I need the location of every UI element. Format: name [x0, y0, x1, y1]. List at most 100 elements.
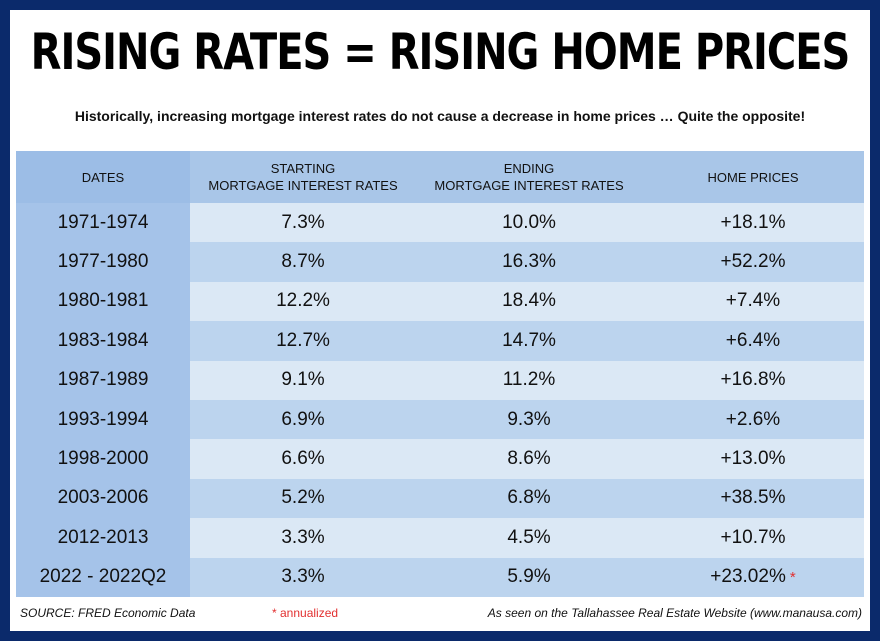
- page-title: RISING RATES = RISING HOME PRICES: [30, 24, 851, 82]
- header-home-prices-label: HOME PRICES: [707, 169, 799, 185]
- starting-rate-cell: 9.1%: [190, 361, 416, 400]
- home-price-cell: +16.8%: [642, 361, 864, 400]
- starting-rate-cell-value: 7.3%: [281, 211, 325, 233]
- table-row: 1971-1974 7.3% 10.0% +18.1%: [16, 203, 864, 243]
- ending-rate-cell: 11.2%: [416, 361, 642, 400]
- home-price-cell-value: +7.4%: [725, 290, 781, 312]
- rates-table: DATES STARTING MORTGAGE INTEREST RATES E…: [16, 151, 864, 597]
- ending-rate-cell: 8.6%: [416, 439, 642, 478]
- ending-rate-cell-value: 9.3%: [507, 408, 551, 430]
- dates-cell-value: 2012-2013: [57, 526, 149, 548]
- ending-rate-cell: 9.3%: [416, 400, 642, 439]
- ending-rate-cell-value: 18.4%: [502, 290, 556, 312]
- ending-rate-cell-value: 10.0%: [502, 211, 556, 233]
- home-price-cell-value: +6.4%: [725, 329, 781, 351]
- home-price-cell-value: +18.1%: [720, 211, 786, 233]
- starting-rate-cell: 5.2%: [190, 479, 416, 518]
- table-row: 1977-1980 8.7% 16.3% +52.2%: [16, 242, 864, 282]
- ending-rate-cell-value: 5.9%: [507, 566, 551, 588]
- footer-site: As seen on the Tallahassee Real Estate W…: [487, 606, 862, 620]
- ending-rate-cell: 10.0%: [416, 203, 642, 242]
- ending-rate-cell-value: 14.7%: [502, 329, 556, 351]
- starting-rate-cell-value: 3.3%: [281, 566, 325, 588]
- ending-rate-cell: 16.3%: [416, 242, 642, 281]
- header-ending-label: ENDING: [503, 161, 555, 176]
- table-row: 2012-2013 3.3% 4.5% +10.7%: [16, 518, 864, 558]
- footer-note: * annualized: [272, 606, 339, 620]
- header-starting: STARTING MORTGAGE INTEREST RATES: [190, 151, 416, 203]
- home-price-cell-value: +16.8%: [720, 369, 786, 391]
- header-home-prices: HOME PRICES: [642, 151, 864, 203]
- home-price-cell: +18.1%: [642, 203, 864, 242]
- starting-rate-cell: 6.6%: [190, 439, 416, 478]
- dates-cell-value: 1993-1994: [57, 408, 149, 430]
- dates-cell-value: 1977-1980: [57, 251, 149, 273]
- header-starting-label: STARTING: [270, 161, 336, 176]
- starting-rate-cell-value: 5.2%: [281, 487, 325, 509]
- dates-cell: 1980-1981: [16, 281, 190, 322]
- starting-rate-cell: 12.7%: [190, 321, 416, 360]
- starting-rate-cell-value: 9.1%: [281, 369, 325, 391]
- ending-rate-cell-value: 4.5%: [507, 526, 551, 548]
- header-dates-label: DATES: [81, 169, 125, 185]
- dates-cell: 1983-1984: [16, 321, 190, 361]
- home-price-cell: +10.7%: [642, 518, 864, 557]
- home-price-cell: +2.6%: [642, 400, 864, 439]
- table-body: 1971-1974 7.3% 10.0% +18.1% 1977-1980 8.7% 16.…: [16, 203, 864, 597]
- starting-rate-cell-value: 12.2%: [276, 290, 330, 312]
- infographic-frame: RISING RATES = RISING HOME PRICES Histor…: [10, 10, 870, 631]
- dates-cell-value: 2022 - 2022Q2: [39, 566, 167, 588]
- dates-cell-value: 1971-1974: [57, 211, 149, 233]
- home-price-cell: +13.0%: [642, 439, 864, 478]
- dates-cell: 1987-1989: [16, 360, 190, 400]
- ending-rate-cell: 4.5%: [416, 518, 642, 557]
- ending-rate-cell: 5.9%: [416, 558, 642, 597]
- ending-rate-cell-value: 11.2%: [502, 369, 556, 391]
- table-row: 1980-1981 12.2% 18.4% +7.4%: [16, 281, 864, 322]
- starting-rate-cell-value: 3.3%: [281, 526, 325, 548]
- header-starting-sublabel: MORTGAGE INTEREST RATES: [208, 178, 398, 193]
- dates-cell: 2012-2013: [16, 518, 190, 558]
- header-ending: ENDING MORTGAGE INTEREST RATES: [416, 151, 642, 203]
- dates-cell-value: 1983-1984: [57, 329, 149, 351]
- dates-cell: 2003-2006: [16, 478, 190, 519]
- footer: SOURCE: FRED Economic Data * annualized …: [18, 604, 862, 624]
- starting-rate-cell-value: 6.9%: [281, 408, 325, 430]
- home-price-cell-value: +2.6%: [725, 408, 781, 430]
- dates-cell-value: 2003-2006: [57, 487, 149, 509]
- starting-rate-cell: 3.3%: [190, 558, 416, 597]
- table-row: 1987-1989 9.1% 11.2% +16.8%: [16, 360, 864, 400]
- dates-cell: 1993-1994: [16, 399, 190, 440]
- ending-rate-cell: 14.7%: [416, 321, 642, 360]
- ending-rate-cell-value: 16.3%: [502, 251, 556, 273]
- ending-rate-cell: 18.4%: [416, 282, 642, 321]
- dates-cell: 1977-1980: [16, 242, 190, 282]
- table-row: 1983-1984 12.7% 14.7% +6.4%: [16, 321, 864, 361]
- starting-rate-cell-value: 8.7%: [281, 251, 325, 273]
- home-price-cell: +38.5%: [642, 479, 864, 518]
- home-price-cell: +23.02% *: [642, 558, 864, 597]
- dates-cell-value: 1998-2000: [57, 448, 149, 470]
- home-price-cell-value: +23.02%: [710, 566, 786, 588]
- home-price-cell-value: +52.2%: [720, 251, 786, 273]
- header-dates: DATES: [16, 151, 190, 203]
- dates-cell-value: 1987-1989: [57, 369, 149, 391]
- dates-cell: 1971-1974: [16, 203, 190, 243]
- ending-rate-cell-value: 8.6%: [507, 448, 551, 470]
- table-row: 1993-1994 6.9% 9.3% +2.6%: [16, 399, 864, 440]
- table-row: 2022 - 2022Q2 3.3% 5.9% +23.02% *: [16, 557, 864, 597]
- table-header: DATES STARTING MORTGAGE INTEREST RATES E…: [16, 151, 864, 203]
- header-ending-sublabel: MORTGAGE INTEREST RATES: [434, 178, 624, 193]
- ending-rate-cell-value: 6.8%: [507, 487, 551, 509]
- home-price-cell: +7.4%: [642, 282, 864, 321]
- starting-rate-cell: 7.3%: [190, 203, 416, 242]
- starting-rate-cell: 8.7%: [190, 242, 416, 281]
- home-price-cell-value: +13.0%: [720, 448, 786, 470]
- annotation-mark: *: [789, 568, 796, 586]
- starting-rate-cell: 6.9%: [190, 400, 416, 439]
- starting-rate-cell-value: 6.6%: [281, 448, 325, 470]
- table-row: 2003-2006 5.2% 6.8% +38.5%: [16, 478, 864, 519]
- starting-rate-cell: 3.3%: [190, 518, 416, 557]
- home-price-cell-value: +38.5%: [720, 487, 786, 509]
- table-row: 1998-2000 6.6% 8.6% +13.0%: [16, 439, 864, 479]
